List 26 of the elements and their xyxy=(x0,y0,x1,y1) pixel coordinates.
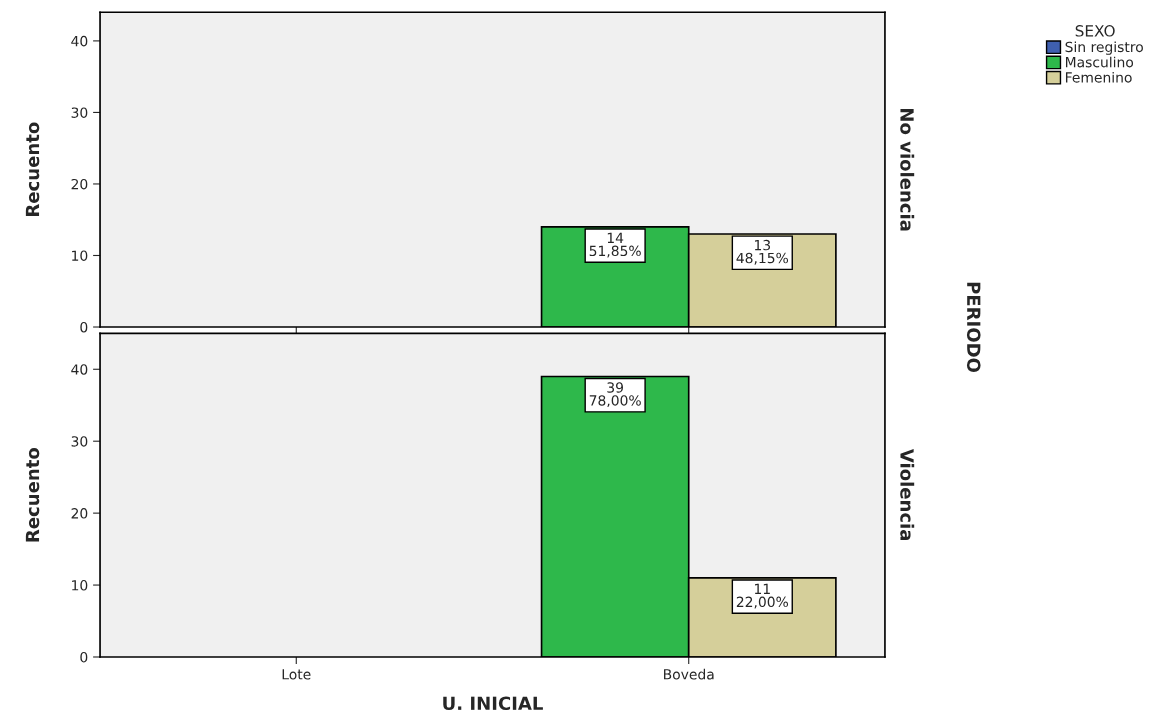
y-tick-label: 20 xyxy=(71,508,88,519)
y-axis-title: Recuento xyxy=(25,448,40,542)
y-tick-label: 40 xyxy=(71,35,88,47)
x-tick-label: Lote xyxy=(282,669,311,680)
y-tick-label: 10 xyxy=(72,250,88,261)
data-label: 11 22,00% xyxy=(736,583,789,609)
legend-title: SEXO xyxy=(1075,25,1115,37)
y-tick-label: 0 xyxy=(80,321,88,333)
data-label: 13 48,15% xyxy=(736,239,789,265)
legend-label: Femenino xyxy=(1065,71,1132,83)
x-tick-label: Boveda xyxy=(664,668,714,680)
text: PERIODO xyxy=(966,282,981,373)
y-tick-label: 20 xyxy=(71,178,88,190)
text: Violencia xyxy=(900,448,915,541)
text: No violencia xyxy=(900,109,915,231)
y-axis-title: Recuento xyxy=(25,122,40,216)
y-tick-label: 30 xyxy=(71,107,88,118)
y-tick-label: 10 xyxy=(72,580,88,591)
data-label: 14 51,85% xyxy=(589,232,641,258)
y-tick-label: 40 xyxy=(71,364,88,375)
data-label: 39 78,00% xyxy=(589,382,641,408)
x-axis-title: U. INICIAL xyxy=(443,696,543,711)
legend-label: Sin registro xyxy=(1065,41,1143,55)
legend-label: Masculino xyxy=(1065,56,1134,68)
y-tick-label: 0 xyxy=(80,651,88,663)
y-tick-label: 30 xyxy=(71,436,88,447)
